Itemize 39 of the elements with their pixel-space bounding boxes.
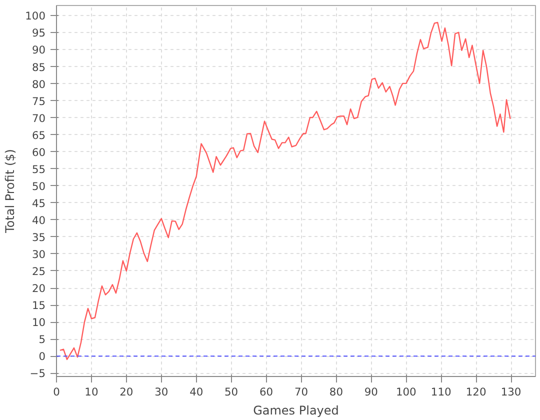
y-tick-label: 80 [32,78,46,91]
y-tick-label: 50 [32,180,46,193]
y-tick-label: 10 [32,316,46,330]
y-tick-label: 40 [32,214,46,227]
y-tick-label: 30 [32,248,46,261]
y-tick-label: 90 [32,44,46,57]
y-tick-label: 5 [38,333,46,346]
y-tick-label: 15 [32,299,46,312]
y-tick-label: 55 [32,162,46,176]
x-tick-label: 40 [190,386,204,398]
y-tick-label: 0 [38,350,46,364]
y-tick-label: 75 [32,94,46,108]
x-tick-label: 60 [260,386,274,398]
y-tick-label: 25 [32,264,46,278]
x-tick-label: 50 [224,386,238,398]
x-tick-label: 110 [430,386,452,398]
x-tick-label: 30 [154,386,168,398]
y-tick-label: 20 [32,282,46,296]
x-tick-label: 70 [294,386,308,398]
x-tick-label: 20 [120,386,134,398]
x-tick-label: 100 [396,386,417,398]
y-tick-label: 60 [32,146,46,159]
x-tick-label: 120 [466,386,486,398]
y-tick-label: 65 [32,128,46,142]
y-tick-label: 35 [32,230,46,244]
y-tick-label: 70 [32,112,46,125]
y-tick-label: 45 [32,196,46,210]
y-tick-label: 95 [32,26,46,40]
line-series [59,22,511,360]
x-axis-title: Games Played [253,404,339,418]
y-tick-label: 100 [25,10,46,23]
y-tick-label: 85 [32,60,46,74]
y-axis-title: Total Profit ($) [3,149,18,234]
x-tick-label: 130 [500,386,522,398]
x-tick-label: 0 [53,386,60,398]
x-tick-label: 10 [84,386,98,398]
y-tick-label: −5 [30,367,46,380]
x-tick-label: 80 [329,386,344,398]
x-tick-label: 90 [364,386,378,398]
